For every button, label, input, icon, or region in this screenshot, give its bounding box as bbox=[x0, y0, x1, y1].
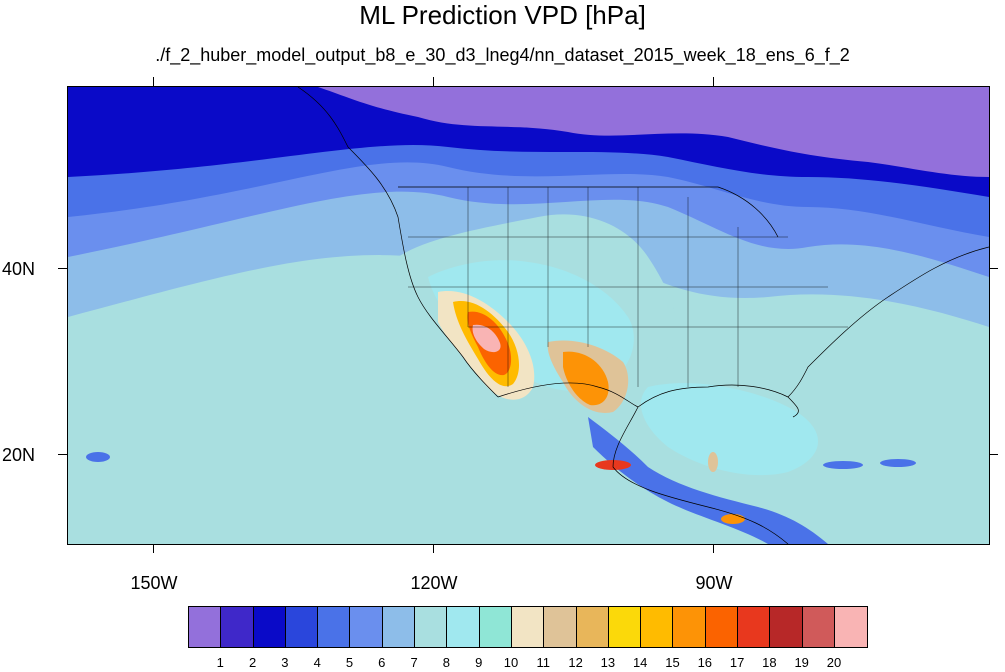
plot-title: ML Prediction VPD [hPa] bbox=[359, 0, 646, 30]
lat-label-20n: 20N bbox=[2, 445, 36, 465]
colorbar-swatch bbox=[770, 607, 803, 647]
lon-label-120w: 120W bbox=[410, 573, 458, 593]
lon-tick-120w-top bbox=[433, 77, 434, 86]
colorbar bbox=[188, 606, 869, 648]
colorbar-label: 1 bbox=[216, 655, 224, 670]
colorbar-swatch bbox=[479, 607, 512, 647]
state-borders bbox=[408, 187, 848, 387]
colorbar-label: 11 bbox=[536, 655, 551, 670]
colorbar-label: 5 bbox=[345, 655, 354, 670]
colorbar-swatch bbox=[511, 607, 545, 647]
colorbar-label: 3 bbox=[281, 655, 289, 670]
colorbar-label: 14 bbox=[632, 655, 648, 670]
lat-label-40n: 40N bbox=[2, 259, 36, 279]
colorbar-swatch bbox=[415, 607, 448, 647]
colorbar-swatch bbox=[705, 607, 739, 647]
colorbar-swatch bbox=[738, 607, 771, 647]
colorbar-swatch bbox=[189, 607, 222, 647]
vpd-map bbox=[67, 86, 990, 545]
colorbar-swatch bbox=[447, 607, 480, 647]
colorbar-label: 4 bbox=[313, 655, 321, 670]
colorbar-swatch bbox=[253, 607, 286, 647]
lat-tick-20n-right bbox=[989, 454, 998, 455]
colorbar-swatch bbox=[544, 607, 577, 647]
colorbar-label: 8 bbox=[442, 655, 450, 670]
colorbar-swatch bbox=[221, 607, 254, 647]
colorbar-label: 18 bbox=[762, 655, 777, 670]
colorbar-label: 2 bbox=[248, 655, 257, 670]
colorbar-label: 16 bbox=[697, 655, 713, 670]
colorbar-label: 9 bbox=[475, 655, 483, 670]
map-field bbox=[68, 87, 989, 544]
lon-label-90w: 90W bbox=[695, 573, 733, 593]
colorbar-label: 17 bbox=[729, 655, 745, 670]
lon-tick-150w-top bbox=[153, 77, 154, 86]
lat-tick-40n bbox=[58, 268, 67, 269]
colorbar-swatch bbox=[608, 607, 642, 647]
plot-subtitle: ./f_2_huber_model_output_b8_e_30_d3_lneg… bbox=[155, 45, 850, 65]
colorbar-label: 15 bbox=[665, 655, 680, 670]
lon-tick-120w bbox=[433, 544, 434, 553]
colorbar-swatch bbox=[318, 607, 351, 647]
colorbar-swatch bbox=[641, 607, 674, 647]
lon-tick-150w bbox=[153, 544, 154, 553]
colorbar-swatch bbox=[382, 607, 416, 647]
colorbar-label: 20 bbox=[826, 655, 842, 670]
lon-label-150w: 150W bbox=[130, 573, 178, 593]
colorbar-label: 12 bbox=[568, 655, 583, 670]
lon-tick-90w bbox=[713, 544, 714, 553]
colorbar-swatch bbox=[576, 607, 609, 647]
colorbar-label: 19 bbox=[794, 655, 809, 670]
lat-tick-40n-right bbox=[989, 268, 998, 269]
colorbar-label: 7 bbox=[410, 655, 418, 670]
lon-tick-90w-top bbox=[713, 77, 714, 86]
colorbar-label: 13 bbox=[600, 655, 616, 670]
coastline-lines bbox=[297, 87, 989, 544]
lat-tick-20n bbox=[58, 454, 67, 455]
colorbar-swatch bbox=[673, 607, 706, 647]
colorbar-swatch bbox=[802, 607, 835, 647]
colorbar-swatch bbox=[285, 607, 319, 647]
colorbar-label: 10 bbox=[503, 655, 519, 670]
colorbar-label: 6 bbox=[378, 655, 386, 670]
colorbar-swatch bbox=[834, 607, 868, 647]
colorbar-swatch bbox=[350, 607, 383, 647]
